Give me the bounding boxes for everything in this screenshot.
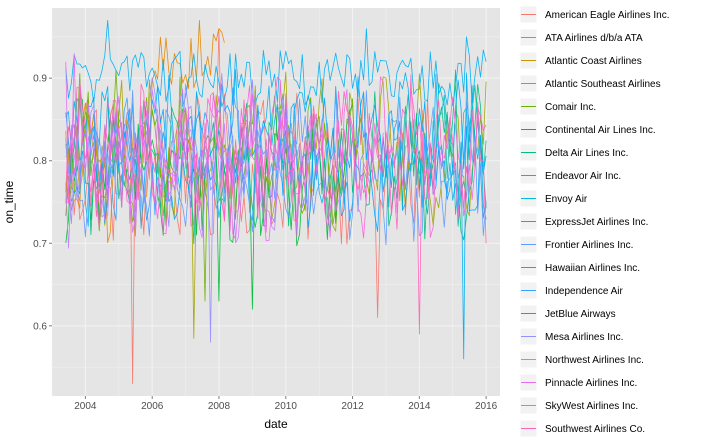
legend-label: American Eagle Airlines Inc. — [545, 10, 670, 21]
legend-label: Endeavor Air Inc. — [545, 171, 621, 182]
x-tick-label: 2010 — [275, 401, 298, 412]
legend-label: JetBlue Airways — [545, 309, 616, 320]
y-axis-title: on_time — [2, 180, 16, 223]
x-tick-label: 2012 — [341, 401, 364, 412]
series-line-southwest-airlines-co — [65, 74, 487, 335]
legend-label: Southwest Airlines Co. — [545, 424, 645, 435]
legend-label: Atlantic Coast Airlines — [545, 56, 642, 67]
y-tick-label: 0.7 — [33, 239, 47, 250]
legend-label: Continental Air Lines Inc. — [545, 125, 656, 136]
legend-label: Envoy Air — [545, 194, 588, 205]
series-line-skywest-airlines-inc — [65, 76, 487, 239]
y-tick-label: 0.9 — [33, 74, 47, 85]
legend-label: Mesa Airlines Inc. — [545, 332, 623, 343]
legend-label: Atlantic Southeast Airlines — [545, 79, 661, 90]
x-tick-label: 2004 — [74, 401, 97, 412]
series-line-pinnacle-airlines-inc — [65, 53, 384, 242]
y-tick-label: 0.8 — [33, 156, 47, 167]
series-line-mesa-airlines-inc — [65, 73, 320, 343]
series-line-delta-air-lines-inc — [65, 69, 487, 245]
series-line-northwest-airlines-inc — [65, 89, 284, 249]
legend-label: Northwest Airlines Inc. — [545, 355, 644, 366]
x-axis-title: date — [264, 417, 288, 431]
legend-label: Comair Inc. — [545, 102, 596, 113]
legend-label: ExpressJet Airlines Inc. — [545, 217, 648, 228]
series-line-frontier-airlines-inc — [65, 87, 487, 246]
series-line-jetblue-airways — [65, 76, 487, 232]
legend-label: SkyWest Airlines Inc. — [545, 401, 638, 412]
y-tick-label: 0.6 — [33, 321, 47, 332]
legend-background — [516, 0, 715, 439]
x-tick-label: 2016 — [475, 401, 498, 412]
legend-label: Frontier Airlines Inc. — [545, 240, 633, 251]
legend-label: Pinnacle Airlines Inc. — [545, 378, 637, 389]
legend-label: Independence Air — [545, 286, 624, 297]
series-line-comair-inc — [65, 70, 359, 302]
legend-label: Hawaiian Airlines Inc. — [545, 263, 640, 274]
x-tick-label: 2014 — [408, 401, 431, 412]
x-axis: 2004 2006 2008 2010 2012 2014 2016 — [74, 396, 498, 412]
series-layer — [65, 19, 487, 385]
x-tick-label: 2008 — [208, 401, 231, 412]
y-axis: 0.6 0.7 0.8 0.9 — [33, 74, 52, 332]
legend-label: Delta Air Lines Inc. — [545, 148, 628, 159]
legend: American Eagle Airlines Inc. ATA Airlines… — [516, 0, 715, 439]
legend-label: ATA Airlines d/b/a ATA — [545, 33, 643, 44]
x-tick-label: 2006 — [141, 401, 164, 412]
